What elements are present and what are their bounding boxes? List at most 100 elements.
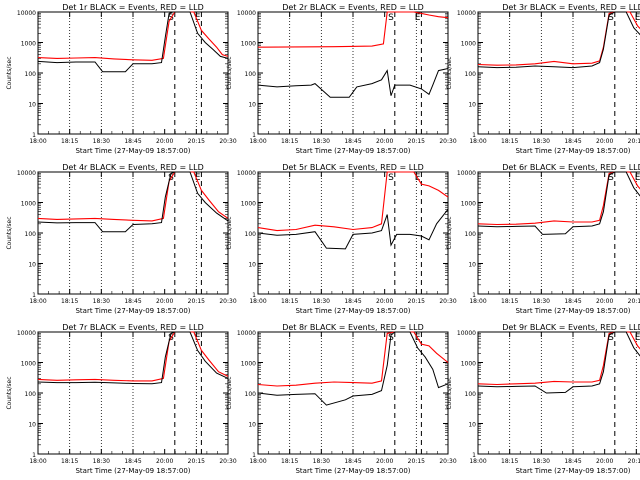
y-tick-label: 100 [465, 71, 477, 78]
x-tick-label: 20:30 [219, 458, 236, 465]
x-tick-label: 20:00 [596, 458, 613, 465]
panel-6: Det 6r BLACK = Events, RED = LLD 1 10 100 10… [446, 163, 640, 315]
interval-marker-label: E [195, 13, 201, 23]
panel-title: Det 3r BLACK = Events, RED = LLD [502, 3, 640, 12]
x-tick-label: 18:30 [313, 458, 330, 465]
y-tick-label: 10 [28, 422, 36, 429]
x-tick-label: 18:00 [469, 458, 486, 465]
x-tick-label: 18:45 [344, 298, 361, 305]
x-tick-label: 20:30 [439, 458, 456, 465]
y-axis-label: Counts/sec [226, 376, 233, 409]
panel-2: Det 2r BLACK = Events, RED = LLD 1 10 100 10… [226, 3, 457, 155]
panel-4: Det 4r BLACK = Events, RED = LLD 1 10 100 10… [6, 163, 237, 315]
x-tick-label: 20:00 [376, 138, 393, 145]
y-tick-label: 10 [248, 262, 256, 269]
x-tick-label: 20:30 [219, 138, 236, 145]
x-axis-label: Start Time (27-May-09 18:57:00) [295, 307, 410, 315]
y-axis-label: Counts/sec [226, 56, 233, 89]
series-events [257, 208, 449, 250]
panel-title: Det 1r BLACK = Events, RED = LLD [62, 3, 204, 12]
y-tick-label: 100 [25, 391, 37, 398]
y-tick-label: 1000 [241, 361, 256, 368]
x-tick-label: 18:45 [124, 138, 141, 145]
y-tick-label: 100 [25, 231, 37, 238]
y-tick-label: 10 [28, 102, 36, 109]
x-tick-label: 18:30 [93, 458, 110, 465]
y-axis-label: Counts/sec [6, 216, 13, 249]
series-events [37, 171, 229, 233]
series-lld [477, 171, 640, 226]
interval-marker-label: E [635, 333, 640, 343]
y-tick-label: 100 [245, 391, 257, 398]
x-tick-label: 18:30 [313, 138, 330, 145]
panel-title: Det 8r BLACK = Events, RED = LLD [282, 323, 424, 332]
y-tick-label: 10 [248, 102, 256, 109]
panel-title: Det 2r BLACK = Events, RED = LLD [282, 3, 424, 12]
x-tick-label: 20:00 [596, 298, 613, 305]
y-tick-label: 10000 [457, 170, 476, 177]
series-events [37, 331, 229, 385]
x-axis-label: Start Time (27-May-09 18:57:00) [515, 307, 630, 315]
x-tick-label: 18:45 [564, 138, 581, 145]
y-tick-label: 1000 [241, 201, 256, 208]
x-tick-label: 20:15 [188, 298, 205, 305]
x-tick-label: 20:15 [408, 138, 425, 145]
y-tick-label: 1 [32, 292, 36, 299]
x-axis-label: Start Time (27-May-09 18:57:00) [515, 147, 630, 155]
x-tick-label: 20:00 [596, 138, 613, 145]
panel-title: Det 5r BLACK = Events, RED = LLD [282, 163, 424, 172]
x-tick-label: 18:00 [29, 138, 46, 145]
interval-marker-label: E [635, 13, 640, 23]
panel-5: Det 5r BLACK = Events, RED = LLD 1 10 100 10… [226, 163, 457, 315]
y-tick-label: 1 [252, 292, 256, 299]
series-lld [477, 11, 640, 66]
y-tick-label: 1 [252, 132, 256, 139]
x-tick-label: 18:00 [469, 138, 486, 145]
x-tick-label: 18:45 [564, 298, 581, 305]
x-tick-label: 18:45 [124, 458, 141, 465]
x-tick-label: 20:00 [376, 458, 393, 465]
series-lld [477, 331, 640, 386]
x-tick-label: 20:15 [628, 138, 640, 145]
x-tick-label: 20:30 [439, 138, 456, 145]
series-lld [37, 171, 229, 222]
y-tick-label: 1000 [241, 41, 256, 48]
panel-9: Det 9r BLACK = Events, RED = LLD 1 10 100 10… [446, 323, 640, 475]
x-tick-label: 18:00 [29, 298, 46, 305]
plot-frame [477, 11, 640, 135]
x-tick-label: 18:00 [29, 458, 46, 465]
x-tick-label: 20:15 [628, 458, 640, 465]
interval-marker-label: S [608, 333, 614, 343]
y-tick-label: 1000 [21, 201, 36, 208]
x-axis-label: Start Time (27-May-09 18:57:00) [295, 467, 410, 475]
x-tick-label: 18:30 [93, 298, 110, 305]
y-tick-label: 100 [245, 231, 257, 238]
y-tick-label: 100 [465, 391, 477, 398]
y-tick-label: 10000 [17, 330, 36, 337]
panel-3: Det 3r BLACK = Events, RED = LLD 1 10 100 10… [446, 3, 640, 155]
x-tick-label: 18:45 [124, 298, 141, 305]
y-tick-label: 1000 [21, 361, 36, 368]
x-tick-label: 20:00 [156, 458, 173, 465]
x-tick-label: 18:15 [61, 298, 78, 305]
y-tick-label: 1000 [21, 41, 36, 48]
x-tick-label: 18:30 [313, 298, 330, 305]
interval-marker-label: S [388, 13, 394, 23]
series-lld [37, 11, 229, 61]
panel-7: Det 7r BLACK = Events, RED = LLD 1 10 100 10… [6, 323, 237, 475]
y-tick-label: 1 [472, 452, 476, 459]
x-tick-label: 20:15 [628, 298, 640, 305]
panel-title: Det 6r BLACK = Events, RED = LLD [502, 163, 640, 172]
y-axis-label: Counts/sec [6, 56, 13, 89]
y-tick-label: 10000 [237, 170, 256, 177]
y-tick-label: 1000 [461, 41, 476, 48]
interval-marker-label: E [635, 173, 640, 183]
interval-marker-label: E [195, 333, 201, 343]
y-tick-label: 10 [468, 102, 476, 109]
y-tick-label: 10000 [457, 10, 476, 17]
panel-1: Det 1r BLACK = Events, RED = LLD 1 10 100 10… [6, 3, 237, 155]
x-tick-label: 18:00 [249, 298, 266, 305]
x-tick-label: 20:15 [188, 458, 205, 465]
y-tick-label: 10 [468, 422, 476, 429]
